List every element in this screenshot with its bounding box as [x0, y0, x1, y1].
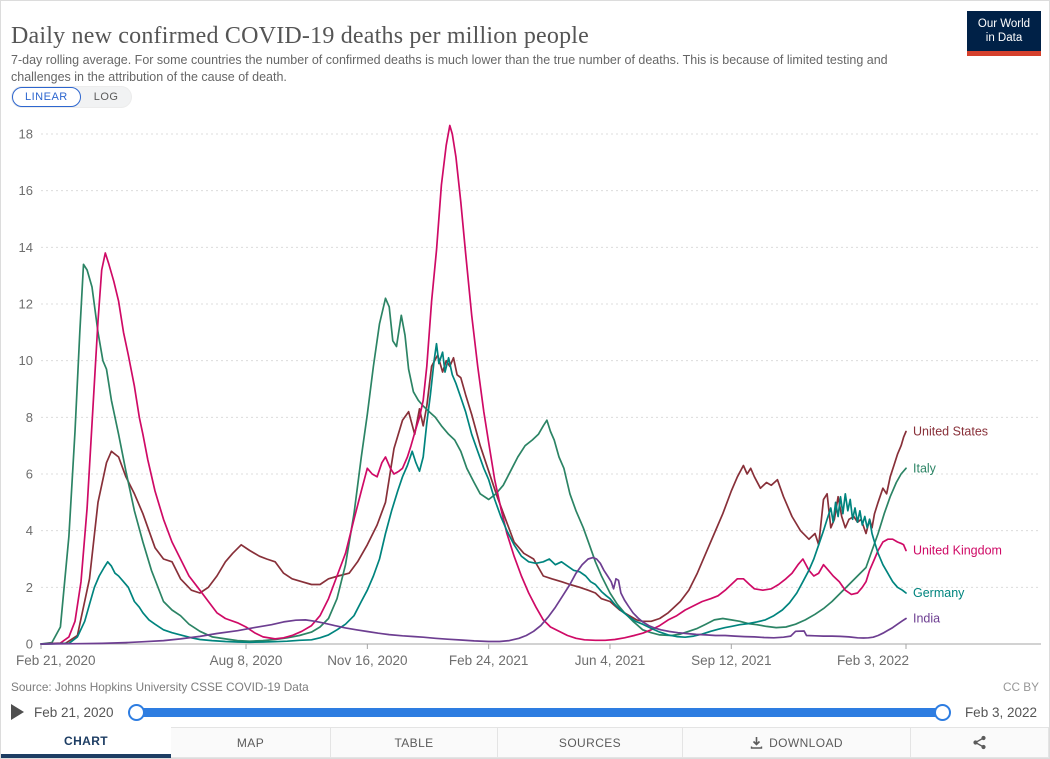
- timeline-end-date: Feb 3, 2022: [964, 704, 1037, 720]
- timeline-end-handle[interactable]: [933, 703, 951, 721]
- series-label-india[interactable]: India: [913, 612, 940, 626]
- series-line-united-states[interactable]: [40, 354, 907, 645]
- y-axis-tick-label: 2: [26, 580, 33, 595]
- series-label-germany[interactable]: Germany: [913, 586, 965, 600]
- y-axis-tick-label: 6: [26, 467, 33, 482]
- series-label-united-states[interactable]: United States: [913, 425, 988, 439]
- timeline-start-handle[interactable]: [127, 703, 145, 721]
- series-label-italy[interactable]: Italy: [913, 461, 937, 475]
- y-axis-tick-label: 10: [19, 353, 33, 368]
- play-icon[interactable]: [11, 704, 24, 720]
- y-axis-tick-label: 0: [26, 637, 33, 652]
- x-axis-tick-label: Nov 16, 2020: [327, 653, 407, 668]
- download-icon: [750, 737, 763, 749]
- x-axis-tick-label: Aug 8, 2020: [210, 653, 283, 668]
- x-axis-tick-label: Feb 24, 2021: [449, 653, 529, 668]
- timeline-start-date: Feb 21, 2020: [34, 704, 114, 720]
- share-icon: [973, 735, 986, 750]
- tab-table[interactable]: TABLE: [331, 727, 498, 758]
- x-axis-tick-label: Feb 21, 2020: [16, 653, 96, 668]
- timeline-track-wrap: [127, 703, 951, 721]
- covid-line-chart: 0 2 4 6 8 10 12 14 16 18 Feb 21, 2020 Aug 8, 2020 No…: [16, 124, 1041, 668]
- tab-chart[interactable]: CHART: [1, 727, 171, 758]
- series-line-germany[interactable]: [40, 342, 907, 645]
- x-axis-tick-label: Sep 12, 2021: [691, 653, 771, 668]
- series-line-italy[interactable]: [40, 263, 907, 645]
- scale-toggle: LINEAR LOG: [11, 86, 133, 108]
- source-row: Source: Johns Hopkins University CSSE CO…: [11, 680, 1039, 694]
- y-axis-tick-label: 8: [26, 410, 33, 425]
- owid-logo-line2: in Data: [985, 32, 1023, 45]
- owid-logo-line1: Our World: [977, 18, 1031, 30]
- timeline: Feb 21, 2020 Feb 3, 2022: [11, 701, 1037, 723]
- series-line-united-kingdom[interactable]: [40, 124, 907, 645]
- timeline-track[interactable]: [127, 703, 951, 721]
- tab-map[interactable]: MAP: [171, 727, 331, 758]
- y-axis-tick-label: 14: [19, 240, 33, 255]
- source-text: Source: Johns Hopkins University CSSE CO…: [11, 680, 309, 694]
- linear-button[interactable]: LINEAR: [12, 87, 81, 107]
- tab-download[interactable]: DOWNLOAD: [683, 727, 911, 758]
- license-link[interactable]: CC BY: [1002, 680, 1039, 694]
- page-title: Daily new confirmed COVID-19 deaths per …: [11, 23, 589, 50]
- x-axis-tick-label: Jun 4, 2021: [575, 653, 646, 668]
- series-label-united-kingdom[interactable]: United Kingdom: [913, 544, 1002, 558]
- series-line-india[interactable]: [40, 556, 907, 645]
- tab-bar: CHART MAP TABLE SOURCES DOWNLOAD: [1, 727, 1049, 758]
- y-axis-tick-label: 4: [26, 523, 33, 538]
- log-button[interactable]: LOG: [93, 91, 119, 103]
- x-axis-tick-label: Feb 3, 2022: [837, 653, 909, 668]
- tab-sources[interactable]: SOURCES: [498, 727, 683, 758]
- share-button[interactable]: [911, 727, 1049, 758]
- owid-logo: Our World in Data: [967, 11, 1041, 56]
- y-axis-tick-label: 18: [19, 127, 33, 142]
- y-axis-tick-label: 16: [19, 183, 33, 198]
- page-subtitle: 7-day rolling average. For some countrie…: [11, 52, 888, 85]
- y-axis-tick-label: 12: [19, 297, 33, 312]
